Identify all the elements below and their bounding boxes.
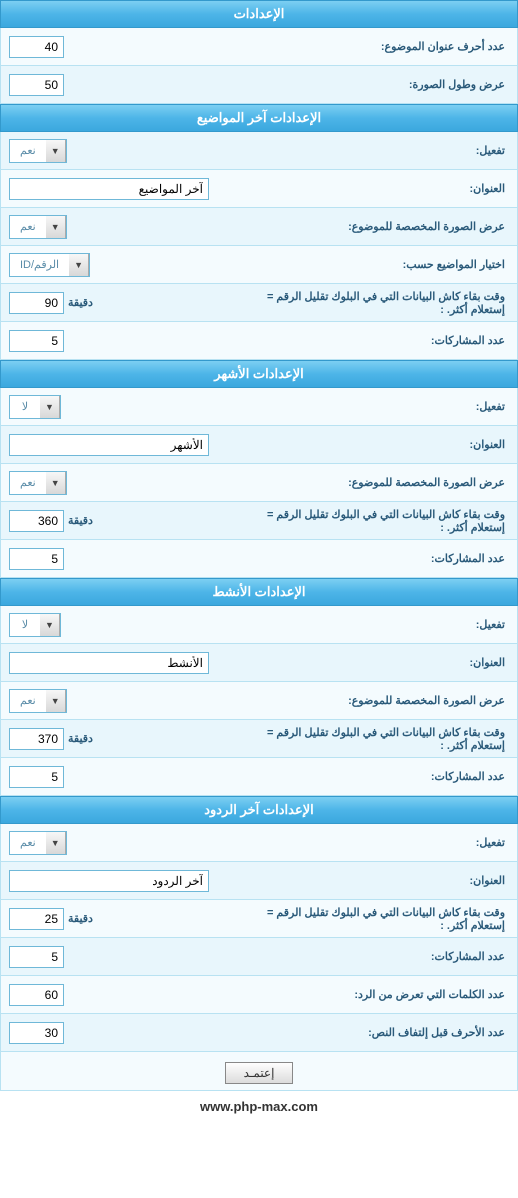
dropdown-arrow-icon: ▼ bbox=[46, 690, 66, 712]
dropdown-arrow-icon: ▼ bbox=[69, 254, 89, 276]
suffix-minutes: دقيقة bbox=[68, 296, 93, 309]
suffix-minutes: دقيقة bbox=[68, 514, 93, 527]
input-latest-cache[interactable] bbox=[9, 292, 64, 314]
label-active-count: عدد المشاركات: bbox=[257, 770, 509, 783]
label-replies-title: العنوان: bbox=[307, 874, 509, 887]
input-title-chars[interactable] bbox=[9, 36, 64, 58]
label-title-chars: عدد أحرف عنوان الموضوع: bbox=[257, 40, 509, 53]
select-replies-enable-value: نعم bbox=[10, 836, 46, 849]
label-monthly-img: عرض الصورة المخصصة للموضوع: bbox=[257, 476, 509, 489]
label-active-title: العنوان: bbox=[307, 656, 509, 669]
input-img-size[interactable] bbox=[9, 74, 64, 96]
select-active-img[interactable]: ▼ نعم bbox=[9, 689, 67, 713]
dropdown-arrow-icon: ▼ bbox=[46, 216, 66, 238]
label-replies-cache: وقت بقاء كاش البيانات التي في البلوك تقل… bbox=[257, 906, 509, 932]
select-active-img-value: نعم bbox=[10, 694, 46, 707]
select-latest-img[interactable]: ▼ نعم bbox=[9, 215, 67, 239]
select-replies-enable[interactable]: ▼ نعم bbox=[9, 831, 67, 855]
label-latest-title: العنوان: bbox=[307, 182, 509, 195]
label-latest-enable: تفعيل: bbox=[257, 144, 509, 157]
label-replies-count: عدد المشاركات: bbox=[257, 950, 509, 963]
label-active-cache: وقت بقاء كاش البيانات التي في البلوك تقل… bbox=[257, 726, 509, 752]
select-active-enable-value: لا bbox=[10, 618, 40, 631]
section-general-header: الإعدادات bbox=[0, 0, 518, 28]
input-active-cache[interactable] bbox=[9, 728, 64, 750]
label-latest-cache: وقت بقاء كاش البيانات التي في البلوك تقل… bbox=[257, 290, 509, 316]
input-monthly-count[interactable] bbox=[9, 548, 64, 570]
label-replies-words: عدد الكلمات التي تعرض من الرد: bbox=[257, 988, 509, 1001]
label-monthly-count: عدد المشاركات: bbox=[257, 552, 509, 565]
section-monthly-header: الإعدادات الأشهر bbox=[0, 360, 518, 388]
input-monthly-title[interactable] bbox=[9, 434, 209, 456]
select-monthly-img-value: نعم bbox=[10, 476, 46, 489]
input-latest-count[interactable] bbox=[9, 330, 64, 352]
dropdown-arrow-icon: ▼ bbox=[46, 140, 66, 162]
input-replies-words[interactable] bbox=[9, 984, 64, 1006]
label-active-img: عرض الصورة المخصصة للموضوع: bbox=[257, 694, 509, 707]
input-replies-count[interactable] bbox=[9, 946, 64, 968]
input-monthly-cache[interactable] bbox=[9, 510, 64, 532]
suffix-minutes: دقيقة bbox=[68, 732, 93, 745]
label-latest-sortby: اختيار المواضيع حسب: bbox=[257, 258, 509, 271]
label-monthly-title: العنوان: bbox=[307, 438, 509, 451]
select-latest-enable[interactable]: ▼ نعم bbox=[9, 139, 67, 163]
dropdown-arrow-icon: ▼ bbox=[40, 396, 60, 418]
select-latest-sortby[interactable]: ▼ الرقم/ID bbox=[9, 253, 90, 277]
label-monthly-cache: وقت بقاء كاش البيانات التي في البلوك تقل… bbox=[257, 508, 509, 534]
input-active-title[interactable] bbox=[9, 652, 209, 674]
dropdown-arrow-icon: ▼ bbox=[46, 832, 66, 854]
select-monthly-enable-value: لا bbox=[10, 400, 40, 413]
suffix-minutes: دقيقة bbox=[68, 912, 93, 925]
submit-button[interactable]: إعتمـد bbox=[225, 1062, 294, 1084]
input-latest-title[interactable] bbox=[9, 178, 209, 200]
input-replies-chars[interactable] bbox=[9, 1022, 64, 1044]
footer-link[interactable]: www.php-max.com bbox=[0, 1091, 518, 1122]
dropdown-arrow-icon: ▼ bbox=[46, 472, 66, 494]
label-replies-chars: عدد الأحرف قبل إلتفاف النص: bbox=[257, 1026, 509, 1039]
label-latest-img: عرض الصورة المخصصة للموضوع: bbox=[257, 220, 509, 233]
section-active-header: الإعدادات الأنشط bbox=[0, 578, 518, 606]
input-active-count[interactable] bbox=[9, 766, 64, 788]
input-replies-title[interactable] bbox=[9, 870, 209, 892]
select-latest-enable-value: نعم bbox=[10, 144, 46, 157]
select-active-enable[interactable]: ▼ لا bbox=[9, 613, 61, 637]
select-monthly-enable[interactable]: ▼ لا bbox=[9, 395, 61, 419]
label-img-size: عرض وطول الصورة: bbox=[257, 78, 509, 91]
label-latest-count: عدد المشاركات: bbox=[257, 334, 509, 347]
select-monthly-img[interactable]: ▼ نعم bbox=[9, 471, 67, 495]
label-replies-enable: تفعيل: bbox=[257, 836, 509, 849]
label-active-enable: تفعيل: bbox=[257, 618, 509, 631]
dropdown-arrow-icon: ▼ bbox=[40, 614, 60, 636]
select-latest-img-value: نعم bbox=[10, 220, 46, 233]
select-latest-sortby-value: الرقم/ID bbox=[10, 258, 69, 271]
input-replies-cache[interactable] bbox=[9, 908, 64, 930]
label-monthly-enable: تفعيل: bbox=[257, 400, 509, 413]
section-replies-header: الإعدادات آخر الردود bbox=[0, 796, 518, 824]
section-latest-header: الإعدادات آخر المواضيع bbox=[0, 104, 518, 132]
